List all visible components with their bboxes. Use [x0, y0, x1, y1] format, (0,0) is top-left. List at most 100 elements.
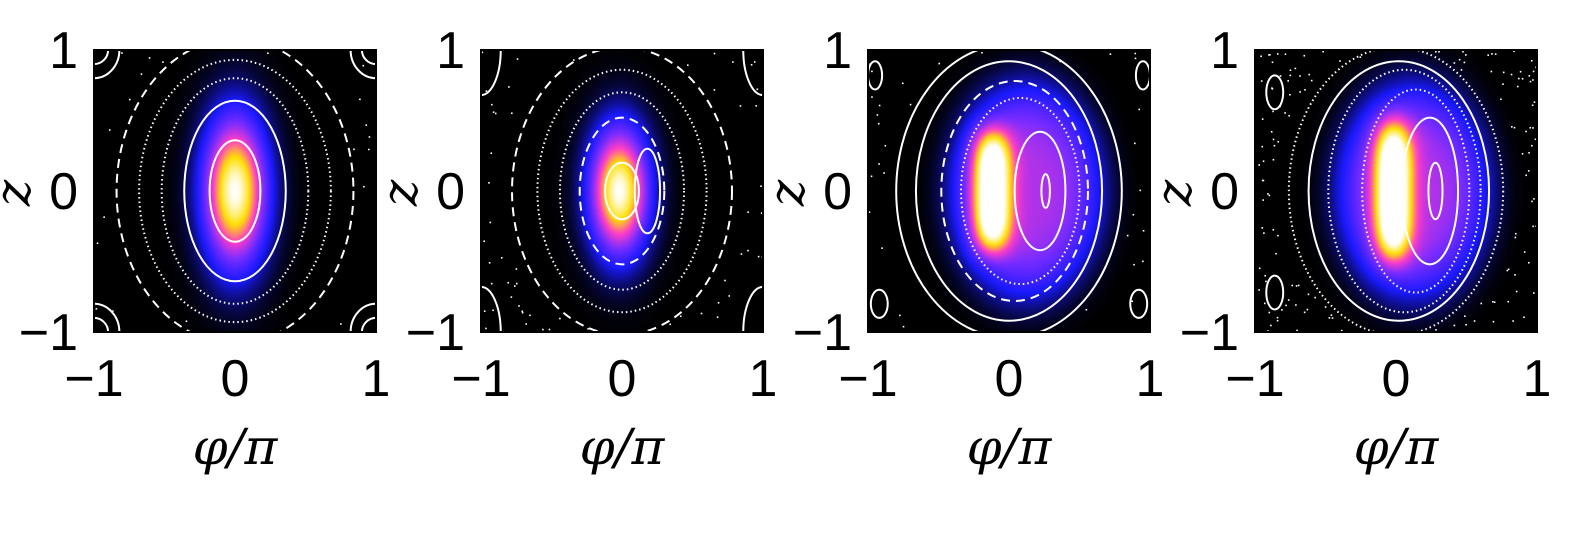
scatter-point	[1533, 198, 1535, 200]
scatter-point	[1458, 58, 1461, 61]
scatter-point	[1303, 311, 1306, 314]
scatter-point	[518, 305, 520, 307]
scatter-point	[878, 104, 881, 107]
scatter-point	[1511, 126, 1513, 128]
scatter-point	[1272, 138, 1275, 141]
scatter-point	[1464, 315, 1466, 318]
scatter-point	[1510, 73, 1513, 76]
orbit-contour	[115, 50, 355, 332]
scatter-point	[483, 240, 485, 243]
scatter-point	[1134, 52, 1137, 55]
scatter-point	[1339, 60, 1341, 62]
scatter-point	[1303, 54, 1306, 57]
y-tick-label: 0	[1210, 163, 1239, 221]
orbit-contour	[914, 60, 1104, 322]
scatter-point	[1262, 199, 1265, 201]
scatter-point	[1284, 53, 1287, 56]
scatter-point	[1126, 234, 1129, 237]
scatter-point	[1260, 80, 1263, 82]
orbit-contour	[511, 50, 733, 332]
orbit-contour	[138, 58, 332, 324]
scatter-point	[1291, 284, 1294, 287]
scatter-point	[1258, 289, 1260, 291]
scatter-point	[1272, 110, 1274, 113]
orbit-contour	[868, 60, 884, 91]
scatter-point	[1528, 261, 1530, 264]
scatter-point	[488, 182, 490, 184]
scatter-point	[755, 105, 758, 107]
scatter-point	[1258, 267, 1261, 270]
scatter-point	[1514, 232, 1517, 235]
scatter-point	[572, 59, 575, 61]
scatter-point	[1142, 229, 1145, 232]
scatter-point	[901, 82, 904, 85]
scatter-point	[1270, 130, 1273, 133]
x-tick-label: 0	[221, 350, 250, 408]
x-tick-label: −1	[838, 350, 897, 408]
y-tick-label: −1	[1180, 304, 1239, 362]
scatter-point	[878, 163, 880, 165]
scatter-point	[1304, 89, 1306, 91]
orbit-contour	[1265, 74, 1285, 111]
x-tick-label: 0	[608, 350, 637, 408]
scatter-point	[899, 314, 901, 317]
y-tick-label: 0	[49, 163, 78, 221]
axes-frame	[867, 49, 1151, 333]
scatter-point	[489, 221, 492, 224]
orbit-contour	[578, 116, 666, 266]
scatter-point	[1263, 232, 1265, 234]
scatter-point	[1277, 234, 1279, 237]
scatter-point	[686, 64, 689, 66]
scatter-point	[868, 211, 871, 214]
orbit-contour	[940, 80, 1089, 302]
scatter-point	[1523, 316, 1525, 319]
scatter-point	[515, 282, 518, 285]
scatter-point	[1139, 189, 1142, 192]
x-axis-label: φ/π	[193, 418, 279, 476]
scatter-point	[1308, 73, 1311, 76]
scatter-point	[1532, 79, 1534, 81]
scatter-point	[485, 90, 488, 92]
scatter-point	[1265, 280, 1267, 283]
scatter-point	[902, 325, 905, 328]
chaotic-sea	[95, 52, 371, 332]
scatter-point	[870, 175, 873, 178]
scatter-point	[1287, 299, 1290, 301]
orbit-contour	[960, 96, 1081, 286]
y-tick-label: 0	[823, 163, 852, 221]
scatter-point	[548, 328, 551, 331]
density-heatmap	[481, 50, 763, 332]
scatter-point	[559, 317, 561, 320]
scatter-point	[353, 148, 355, 151]
scatter-point	[717, 301, 720, 304]
scatter-point	[1438, 50, 1440, 53]
x-axis-label: φ/π	[967, 418, 1053, 476]
scatter-point	[521, 310, 524, 313]
y-axis-label: z	[371, 179, 429, 207]
scatter-point	[148, 57, 151, 59]
scatter-point	[1518, 77, 1520, 80]
scatter-point	[884, 144, 887, 147]
scatter-point	[877, 122, 880, 125]
scatter-point	[1525, 174, 1527, 177]
scatter-point	[1299, 75, 1301, 77]
scatter-point	[1328, 317, 1331, 319]
scatter-point	[95, 308, 98, 310]
scatter-point	[1533, 292, 1535, 294]
scatter-point	[1289, 93, 1291, 96]
scatter-point	[1494, 53, 1497, 55]
orbit-contour	[1327, 68, 1482, 314]
scatter-point	[1307, 293, 1310, 296]
scatter-point	[185, 320, 188, 323]
scatter-point	[340, 323, 342, 325]
y-tick-label: −1	[793, 304, 852, 362]
scatter-point	[1359, 56, 1362, 58]
orbit-contour	[1427, 161, 1444, 221]
scatter-point	[1330, 314, 1333, 316]
scatter-point	[747, 211, 749, 213]
scatter-point	[981, 51, 983, 54]
scatter-point	[747, 249, 749, 252]
scatter-point	[756, 88, 759, 91]
scatter-point	[108, 129, 111, 131]
